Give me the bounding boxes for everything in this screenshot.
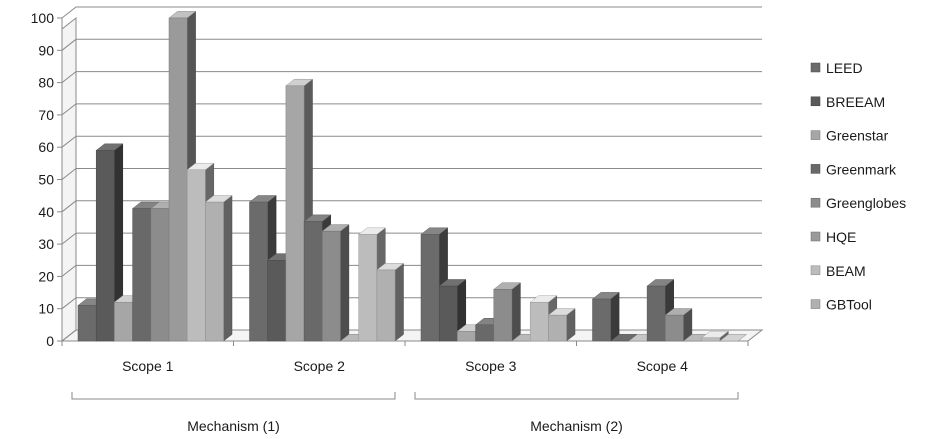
x-category-label-3: Scope 3 <box>465 358 517 374</box>
legend-swatch <box>810 130 821 140</box>
gridline-60 <box>61 135 762 148</box>
legend-swatch <box>810 299 821 309</box>
y-tick-label-80: 80 <box>38 75 54 91</box>
y-tick-label-60: 60 <box>38 139 54 155</box>
bar-leed-scope-4 <box>591 291 620 342</box>
group-bracket-2 <box>414 392 739 400</box>
gridline-50 <box>61 168 762 180</box>
legend-swatch <box>810 231 821 242</box>
gridline-40 <box>61 200 762 213</box>
group-label-1: Mechanism (1) <box>187 418 280 434</box>
bar-gbtool-scope-3 <box>547 308 576 342</box>
gridline-100 <box>61 6 762 19</box>
legend-label: Greenstar <box>826 128 889 144</box>
x-axis-categories: Scope 1 Scope 2 Scope 3 Scope 4 <box>61 341 749 374</box>
x-category-label-2: Scope 2 <box>294 358 346 374</box>
bar-greenglobes-scope-2 <box>321 224 350 342</box>
bar-breeam-scope-1 <box>95 143 124 342</box>
legend-swatch <box>810 96 821 107</box>
legend-item-greenglobes: Greenglobes <box>810 195 906 211</box>
legend-label: Greenmark <box>826 161 897 177</box>
legend-label: GBTool <box>826 297 872 313</box>
y-tick-label-40: 40 <box>38 204 54 220</box>
legend-label: HQE <box>826 229 856 245</box>
y-axis-ticks: 0 10 20 30 40 50 60 70 80 90 100 <box>31 10 62 349</box>
y-tick-label-50: 50 <box>38 172 54 188</box>
legend-swatch <box>810 265 821 276</box>
gridline-20 <box>61 264 762 277</box>
y-tick-label-70: 70 <box>38 107 54 123</box>
group-brackets: Mechanism (1) Mechanism (2) <box>71 392 739 434</box>
bar-beam-scope-4 <box>700 330 730 342</box>
legend-item-leed: LEED <box>810 60 863 76</box>
legend-item-breeam: BREEAM <box>810 94 885 110</box>
legend: LEED BREEAM Greenstar Greenmark Greenglobes H… <box>810 60 906 313</box>
legend-item-beam: BEAM <box>810 263 866 279</box>
gridline-70 <box>61 103 762 116</box>
bar-greenglobes-scope-3 <box>493 282 522 342</box>
y-tick-label-30: 30 <box>38 236 54 252</box>
legend-item-greenstar: Greenstar <box>810 128 889 144</box>
gridline-90 <box>61 38 762 51</box>
y-tick-label-0: 0 <box>46 333 54 349</box>
legend-item-hqe: HQE <box>810 229 856 245</box>
bars <box>77 10 748 342</box>
legend-label: Greenglobes <box>826 195 906 211</box>
bar-gbtool-scope-2 <box>376 262 405 342</box>
legend-item-gbtool: GBTool <box>810 297 872 313</box>
legend-swatch <box>810 197 821 208</box>
chart-side-wall <box>61 16 77 343</box>
y-tick-label-100: 100 <box>31 10 55 26</box>
group-bracket-1 <box>71 392 396 400</box>
y-tick-label-90: 90 <box>38 42 54 58</box>
y-tick-label-10: 10 <box>38 301 54 317</box>
legend-swatch <box>810 164 821 174</box>
bar-gbtool-scope-4 <box>719 334 748 342</box>
bar-breeam-scope-3 <box>438 278 467 342</box>
gridlines <box>61 6 762 342</box>
group-label-2: Mechanism (2) <box>530 418 623 434</box>
legend-item-greenmark: Greenmark <box>810 161 897 177</box>
legend-label: BREEAM <box>826 94 885 110</box>
bar-gbtool-scope-1 <box>204 194 233 342</box>
y-tick-label-20: 20 <box>38 268 54 284</box>
x-category-label-1: Scope 1 <box>122 358 174 374</box>
legend-swatch <box>810 62 821 73</box>
gridline-10 <box>61 297 762 310</box>
gridline-80 <box>61 71 762 83</box>
gridline-30 <box>61 232 762 245</box>
legend-label: BEAM <box>826 263 866 279</box>
legend-label: LEED <box>826 60 863 76</box>
x-category-label-4: Scope 4 <box>637 358 689 374</box>
bar-greenglobes-scope-4 <box>664 308 693 342</box>
